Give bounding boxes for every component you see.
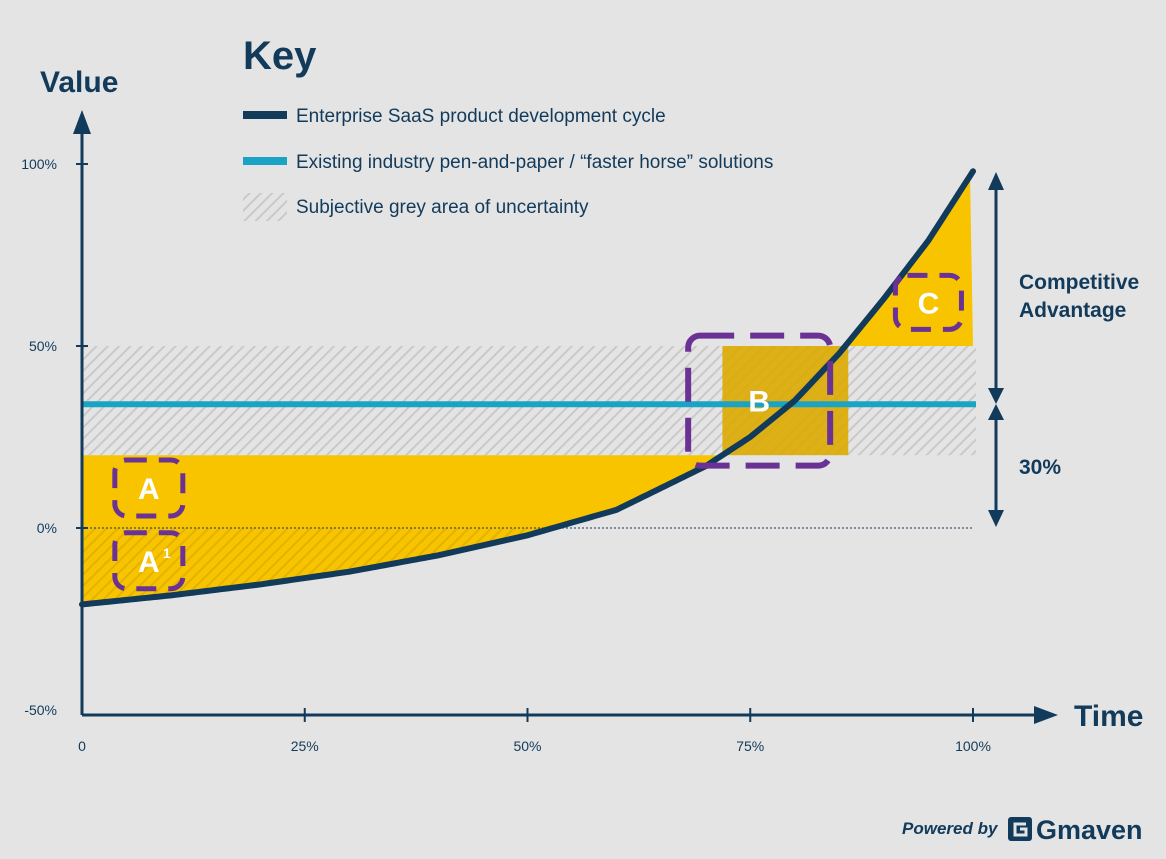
area-c-fill — [845, 175, 973, 346]
annotation-label: C — [918, 287, 940, 320]
key-title: Key — [243, 34, 317, 78]
annotation-superscript: 1 — [163, 545, 171, 561]
y-tick-label: 0% — [37, 520, 57, 536]
y-tick-label: 50% — [29, 338, 57, 354]
axes — [73, 110, 1058, 724]
label-advantage: Advantage — [1019, 299, 1126, 322]
x-tick-label: 100% — [955, 738, 991, 754]
gmaven-g-icon — [1008, 817, 1032, 841]
key-item-saas: Enterprise SaaS product development cycl… — [296, 106, 666, 127]
area-a1-fill — [82, 528, 553, 605]
annotation-label: A — [138, 473, 160, 506]
key-legend: Key Enterprise SaaS product development … — [243, 34, 773, 221]
x-tick-label: 75% — [736, 738, 764, 754]
x-tick-label: 25% — [291, 738, 319, 754]
key-swatch-hatch — [243, 193, 287, 221]
annotation-label: A — [138, 546, 160, 579]
annotation-box-c: C — [892, 272, 964, 332]
key-swatch-teal — [243, 157, 287, 165]
range-arrowhead-bottom — [988, 510, 1004, 527]
footer: Powered by Gmaven — [902, 815, 1143, 845]
x-axis-arrow — [1034, 706, 1058, 724]
x-axis-title: Time — [1074, 700, 1143, 733]
y-axis-arrow — [73, 110, 91, 134]
y-axis-title: Value — [40, 66, 118, 99]
y-tick-label: 100% — [21, 156, 57, 172]
range-arrowhead-mid-down — [988, 388, 1004, 404]
label-competitive: Competitive — [1019, 271, 1139, 294]
y-tick-label: -50% — [24, 702, 57, 718]
range-arrowhead-mid-up — [988, 404, 1004, 420]
key-item-uncertainty: Subjective grey area of uncertainty — [296, 197, 589, 218]
annotation-box-b: B — [685, 332, 834, 469]
x-tick-label: 0 — [78, 738, 86, 754]
x-tick-label: 50% — [513, 738, 541, 754]
annotation-box-a: A — [112, 457, 186, 519]
annotation-label: B — [748, 386, 770, 419]
range-arrowhead-top — [988, 172, 1004, 190]
label-thirty-percent: 30% — [1019, 456, 1061, 479]
powered-by-label: Powered by — [902, 819, 999, 838]
y-ticks: 100% 50% 0% -50% — [21, 156, 88, 718]
annotations: AA 1BC — [112, 272, 964, 592]
brand-name: Gmaven — [1036, 815, 1143, 845]
x-ticks: 0 25% 50% 75% 100% — [78, 708, 991, 754]
range-markers: Competitive Advantage 30% — [988, 172, 1139, 527]
key-item-faster-horse: Existing industry pen-and-paper / “faste… — [296, 152, 773, 173]
series-line-saas — [79, 168, 976, 608]
key-swatch-navy — [243, 111, 287, 119]
